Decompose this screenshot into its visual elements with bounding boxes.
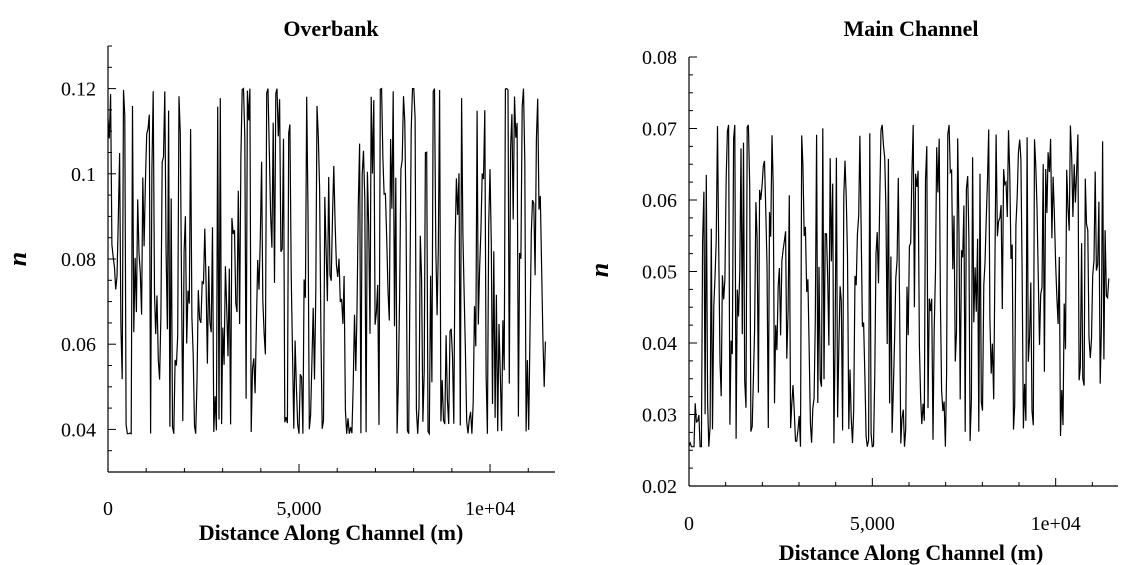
y-tick-label: 0.1 — [71, 164, 96, 186]
roughness-series-line — [107, 87, 546, 436]
overbank-x-axis-label: Distance Along Channel (m) — [199, 520, 464, 545]
y-tick-label: 0.07 — [642, 119, 677, 141]
overbank-title: Overbank — [283, 16, 379, 41]
main-channel-chart: Main Channel 0.020.030.040.050.060.070.0… — [585, 16, 1118, 565]
y-tick-label: 0.03 — [642, 405, 677, 427]
y-tick-label: 0.04 — [61, 419, 96, 441]
overbank-y-axis-label: n — [3, 252, 32, 266]
y-tick-label: 0.12 — [61, 79, 96, 101]
y-tick-label: 0.06 — [61, 334, 96, 356]
x-tick-label: 1e+04 — [465, 498, 515, 520]
overbank-chart: Overbank 0.040.060.080.10.120 5,000 1e+04 … — [3, 16, 555, 545]
y-tick-label: 0.04 — [642, 333, 677, 355]
y-tick-label: 0.05 — [642, 262, 677, 284]
main-channel-plot-area: 0.02 0.03 0.04 0.05 0.06 0.07 0.08 0 5,000 1e+04 — [642, 47, 1118, 535]
x-tick-label: 5,000 — [850, 513, 895, 535]
y-tick-label: 0.06 — [642, 190, 677, 212]
x-tick-label: 0 — [103, 498, 113, 520]
x-tick-label: 1e+04 — [1031, 513, 1081, 535]
roughness-series-line — [688, 124, 1110, 448]
y-tick-label: 0.02 — [642, 476, 677, 498]
y-tick-label: 0.08 — [642, 47, 677, 69]
main-channel-x-axis-label: Distance Along Channel (m) — [779, 540, 1044, 565]
x-tick-label: 0 — [684, 513, 694, 535]
y-tick-label: 0.08 — [61, 249, 96, 271]
overbank-plot-area: 0.04 0.06 0.08 0.1 0.12 0 5,000 1e+04 — [61, 45, 555, 520]
x-tick-label: 5,000 — [277, 498, 322, 520]
main-channel-title: Main Channel — [843, 16, 978, 41]
main-channel-y-axis-label: n — [585, 263, 614, 277]
